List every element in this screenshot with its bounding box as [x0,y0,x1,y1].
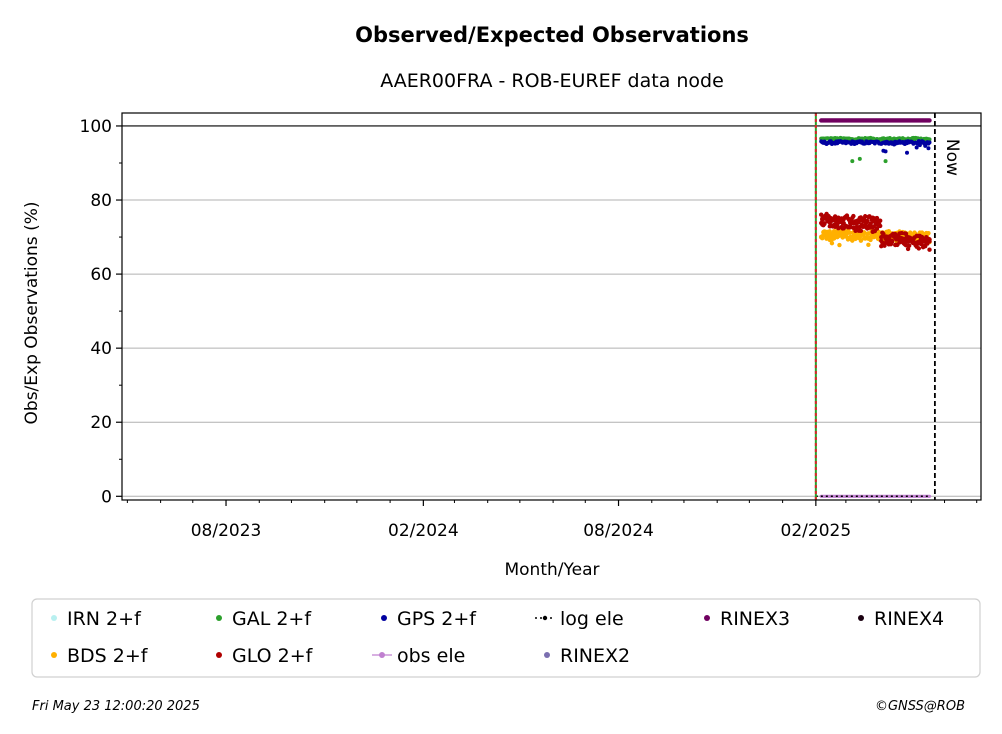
data-point [850,159,855,164]
data-point [927,247,932,252]
data-point [829,240,835,246]
data-point [868,237,873,243]
grid [122,125,981,497]
data-point [858,238,864,243]
legend-marker [704,615,710,621]
plot-frame [121,112,982,501]
data-point [927,137,932,142]
data-point [883,149,888,154]
legend-label: RINEX2 [560,645,630,667]
data-point [858,228,864,234]
data-point [923,143,928,148]
data-point [868,221,873,226]
data-point [906,243,912,248]
data-point [905,150,910,155]
x-axis-label: Month/Year [504,560,599,580]
data-point [927,140,932,145]
legend-marker [381,615,387,621]
data-point [837,242,842,248]
legend-marker [51,652,57,658]
axes: 0 20 40 60 80 100 08/2023 02/2024 08/2024 02/2025 [80,117,978,541]
x-tick-label: 02/2024 [388,521,459,541]
data-point [916,246,922,251]
legend-label: GPS 2+f [397,608,477,630]
data-point [879,243,884,249]
data-point [874,215,880,221]
footer-credit: ©GNSS@ROB [875,699,965,714]
y-axis-label: Obs/Exp Observations (%) [22,202,42,425]
y-tick-label: 40 [90,339,112,359]
legend-marker [216,615,222,621]
legend-marker [51,615,57,621]
data-point [899,230,904,236]
footer-timestamp: Fri May 23 12:00:20 2025 [32,699,200,714]
data-point [914,145,919,150]
legend-label: IRN 2+f [67,608,142,630]
x-tick-label: 08/2024 [583,521,654,541]
chart-title: Observed/Expected Observations [355,23,749,47]
y-tick-label: 100 [80,117,112,137]
legend-label: GLO 2+f [232,645,314,667]
data-point [927,494,932,498]
data-point [851,213,856,219]
legend-label: RINEX3 [720,608,790,630]
legend-marker [544,652,550,658]
legend-label: GAL 2+f [232,608,312,630]
data-point [877,218,883,223]
series-layer [815,118,932,498]
legend-marker-dot [379,652,385,658]
x-tick-label: 02/2025 [781,521,852,541]
legend-label: RINEX4 [874,608,944,630]
legend: IRN 2+f BDS 2+f GAL 2+f GLO 2+f GPS 2+f obs e… [31,598,981,678]
y-tick-label: 80 [90,191,112,211]
data-point [927,118,932,123]
y-tick-label: 0 [101,487,112,507]
legend-label: log ele [560,608,624,630]
legend-marker [216,652,222,658]
data-point [883,159,888,164]
data-point [857,156,862,161]
reference-lines: Now [122,113,981,500]
data-point [847,230,853,236]
now-label: Now [942,139,962,176]
data-point [926,230,931,236]
legend-label: obs ele [397,645,465,667]
data-point [853,228,858,234]
legend-marker [858,615,864,621]
data-point [927,239,932,244]
data-point [877,223,883,229]
legend-frame [31,598,981,678]
data-point [822,221,827,226]
data-point [889,239,895,245]
chart-subtitle: AAER00FRA - ROB-EUREF data node [380,70,724,92]
legend-label: BDS 2+f [67,645,149,667]
data-point [866,231,871,236]
y-tick-label: 20 [90,413,112,433]
data-point [866,242,871,248]
x-tick-label: 08/2023 [191,521,262,541]
data-point [850,238,855,243]
data-point [926,146,931,151]
legend-marker-dot [542,615,548,621]
y-tick-label: 60 [90,265,112,285]
data-point [865,218,870,224]
